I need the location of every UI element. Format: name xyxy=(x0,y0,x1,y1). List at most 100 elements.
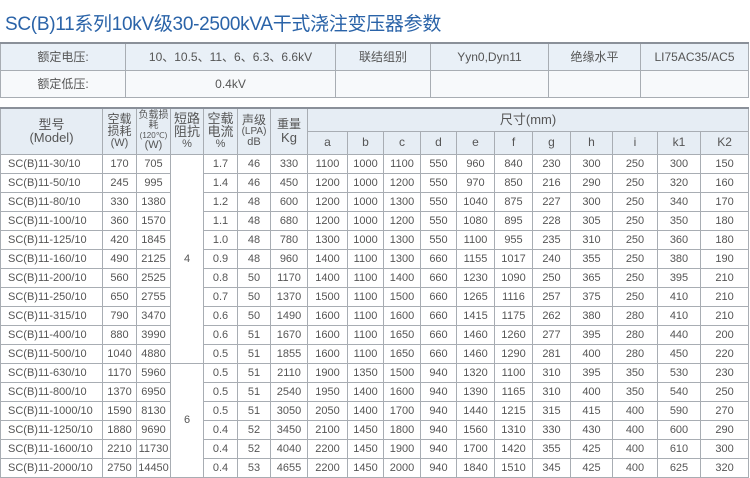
value-cell: 51 xyxy=(237,381,271,402)
value-cell: 1000 xyxy=(347,172,384,193)
value-cell: 840 xyxy=(494,153,533,174)
value-cell: 2755 xyxy=(136,286,171,307)
insulation-value: LI75AC35/AC5 xyxy=(640,42,749,71)
value-cell: 1040 xyxy=(102,343,137,364)
value-cell: 315 xyxy=(532,400,571,421)
value-cell: 330 xyxy=(102,191,137,212)
value-cell: 1500 xyxy=(383,286,421,307)
value-cell: 660 xyxy=(420,324,457,345)
value-cell: 940 xyxy=(420,381,457,402)
unit: dB xyxy=(247,136,261,149)
header-dim-b: b xyxy=(347,130,384,155)
table-row: SC(B)11-2000/10 2750 14450 0.4 53 4655 2200 145… xyxy=(0,457,750,478)
value-cell: 345 xyxy=(532,457,571,478)
value-cell: 4040 xyxy=(270,438,308,459)
table-row: SC(B)11-160/10 490 2125 0.9 48 960 1400 1100 130… xyxy=(0,248,750,269)
value-cell: 550 xyxy=(420,191,457,212)
value-cell: 227 xyxy=(532,191,571,212)
value-cell: 1380 xyxy=(136,191,171,212)
value-cell: 2110 xyxy=(270,362,308,383)
model-cell: SC(B)11-630/10 xyxy=(0,362,103,383)
value-cell: 550 xyxy=(420,172,457,193)
header-dim-e: e xyxy=(456,130,495,155)
value-cell: 160 xyxy=(699,172,750,193)
value-cell: 1230 xyxy=(456,267,495,288)
value-cell: 310 xyxy=(532,381,571,402)
value-cell: 245 xyxy=(102,172,137,193)
value-cell: 395 xyxy=(657,267,701,288)
value-cell: 170 xyxy=(102,153,137,174)
unit: (W) xyxy=(144,139,163,152)
value-cell: 780 xyxy=(270,229,308,250)
label: 重量 xyxy=(276,117,301,132)
value-cell: 1450 xyxy=(347,438,384,459)
value-cell: 250 xyxy=(612,191,658,212)
value-cell: 940 xyxy=(420,457,457,478)
value-cell: 1100 xyxy=(383,153,421,174)
value-cell: 1170 xyxy=(102,362,137,383)
value-cell: 2210 xyxy=(102,438,137,459)
value-cell: 360 xyxy=(657,229,701,250)
value-cell: 330 xyxy=(532,419,571,440)
value-cell: 3470 xyxy=(136,305,171,326)
value-cell: 395 xyxy=(570,324,613,345)
value-cell: 995 xyxy=(136,172,171,193)
value-cell: 11730 xyxy=(136,438,171,459)
header-noload-loss: 空载损耗 (W) xyxy=(102,107,137,155)
value-cell: 240 xyxy=(532,248,571,269)
value-cell: 250 xyxy=(699,381,750,402)
value-cell: 290 xyxy=(699,419,750,440)
value-cell: 250 xyxy=(612,153,658,174)
value-cell: 530 xyxy=(657,362,701,383)
value-cell: 1590 xyxy=(102,400,137,421)
value-cell: 0.8 xyxy=(203,267,238,288)
value-cell: 250 xyxy=(612,172,658,193)
header-noload-current: 空载电流% xyxy=(203,107,238,155)
table-row: SC(B)11-30/10 170 705 4 1.7 46 330 1100 1000 1100… xyxy=(0,153,750,364)
header-dim-a: a xyxy=(307,130,348,155)
header-impedance: 短路阻抗% xyxy=(170,107,204,155)
parameters-table: 型号 (Model) 空载损耗 (W) 负载损耗 (120℃) (W) 短路阻抗% 空载… xyxy=(0,107,750,478)
value-cell: 2750 xyxy=(102,457,137,478)
value-cell: 0.5 xyxy=(203,400,238,421)
table-row: SC(B)11-125/10 420 1845 1.0 48 780 1300 1000 130… xyxy=(0,229,750,250)
value-cell: 4655 xyxy=(270,457,308,478)
unit: Kg xyxy=(281,129,297,145)
value-cell: 660 xyxy=(420,343,457,364)
value-cell: 4880 xyxy=(136,343,171,364)
value-cell: 1400 xyxy=(307,267,348,288)
value-cell: 960 xyxy=(456,153,495,174)
value-cell: 1900 xyxy=(383,438,421,459)
header-dim-i: i xyxy=(612,130,658,155)
model-cell: SC(B)11-200/10 xyxy=(0,267,103,288)
value-cell: 8130 xyxy=(136,400,171,421)
value-cell: 1400 xyxy=(307,248,348,269)
value-cell: 9690 xyxy=(136,419,171,440)
value-cell: 400 xyxy=(570,343,613,364)
value-cell: 660 xyxy=(420,267,457,288)
value-cell: 290 xyxy=(570,172,613,193)
value-cell: 0.5 xyxy=(203,343,238,364)
model-cell: SC(B)11-315/10 xyxy=(0,305,103,326)
page-title: SC(B)11系列10kV级30-2500kVA干式浇注变压器参数 xyxy=(5,14,442,35)
value-cell: 550 xyxy=(420,153,457,174)
header-sound-level: 声级 (LPA) dB xyxy=(237,107,271,155)
impedance-cell: 6 xyxy=(170,362,204,478)
value-cell: 1460 xyxy=(456,343,495,364)
value-cell: 210 xyxy=(699,305,750,326)
value-cell: 53 xyxy=(237,457,271,478)
value-cell: 1200 xyxy=(383,210,421,231)
value-cell: 46 xyxy=(237,153,271,174)
value-cell: 1400 xyxy=(347,381,384,402)
empty-cell xyxy=(430,69,549,98)
value-cell: 50 xyxy=(237,305,271,326)
low-voltage-value: 0.4kV xyxy=(125,69,336,98)
value-cell: 940 xyxy=(420,419,457,440)
value-cell: 450 xyxy=(657,343,701,364)
value-cell: 1.0 xyxy=(203,229,238,250)
header-dim-g: g xyxy=(532,130,571,155)
value-cell: 550 xyxy=(420,229,457,250)
value-cell: 590 xyxy=(657,400,701,421)
value-cell: 1.1 xyxy=(203,210,238,231)
value-cell: 257 xyxy=(532,286,571,307)
